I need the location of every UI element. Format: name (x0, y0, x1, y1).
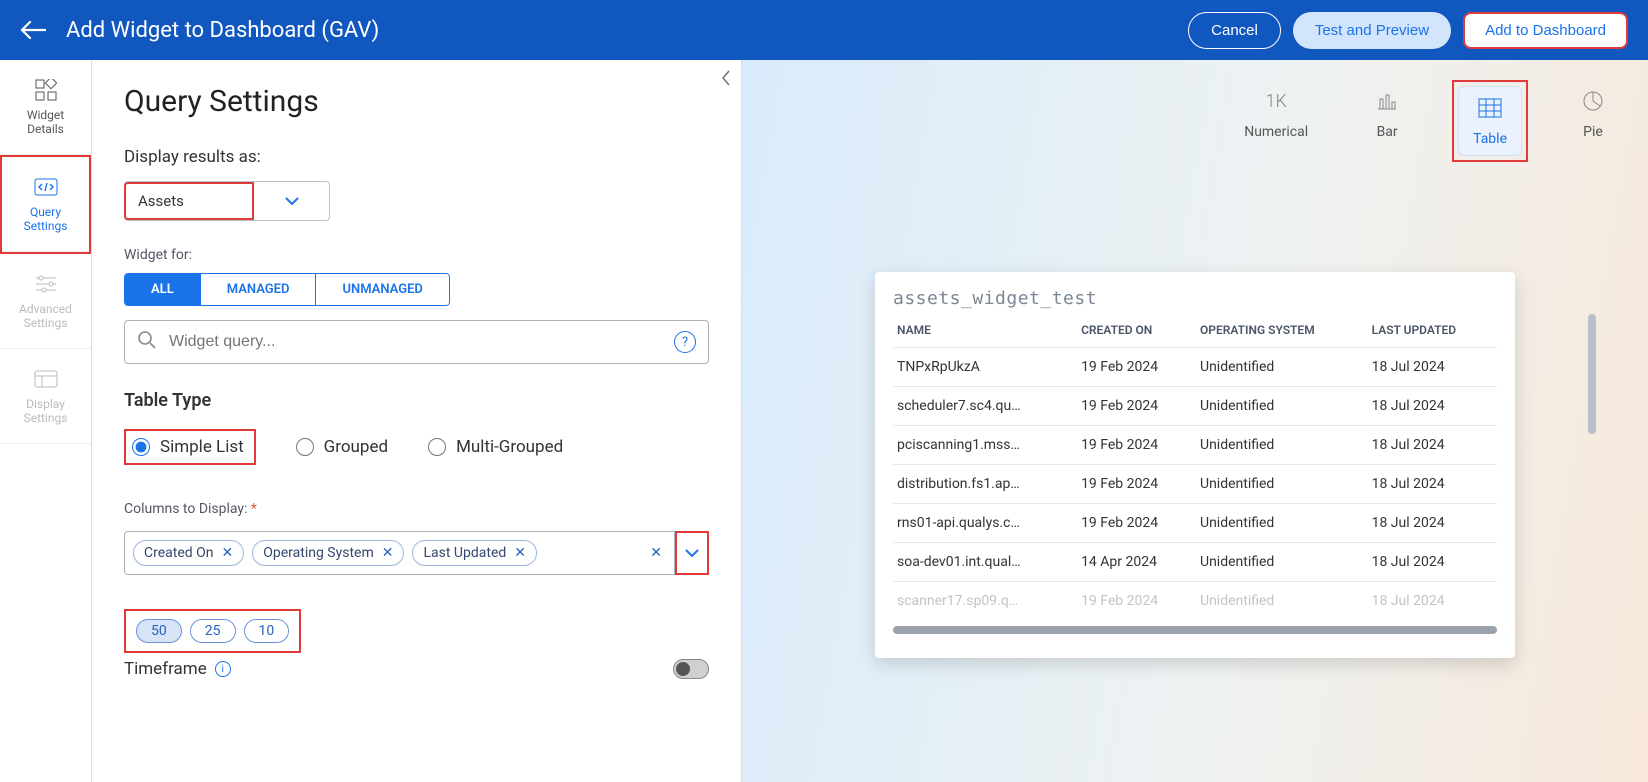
sidebar-item-widget-details[interactable]: Widget Details (0, 60, 91, 155)
vis-type-table[interactable]: Table (1458, 86, 1522, 156)
preview-panel: 1K Numerical Bar Table (742, 60, 1648, 782)
chip-created-on[interactable]: Created On✕ (133, 540, 244, 566)
page-title: Add Widget to Dashboard (GAV) (66, 18, 1188, 43)
table-type-label: Table Type (124, 390, 709, 411)
vis-type-bar[interactable]: Bar (1360, 80, 1414, 148)
segment-managed[interactable]: MANAGED (201, 274, 317, 305)
columns-dropdown-toggle[interactable] (675, 531, 709, 575)
timeframe-label: Timeframe (124, 659, 207, 679)
widget-query-input[interactable] (169, 333, 662, 351)
cancel-button[interactable]: Cancel (1188, 12, 1281, 49)
back-icon[interactable] (20, 16, 48, 44)
sidebar: Widget Details Query Settings Advanced S… (0, 60, 92, 782)
display-results-value: Assets (124, 182, 254, 220)
page-size-group: 50 25 10 (124, 609, 301, 653)
sidebar-item-display-settings[interactable]: Display Settings (0, 349, 91, 444)
col-name[interactable]: NAME (893, 317, 1077, 348)
page-size-25[interactable]: 25 (190, 619, 236, 643)
columns-field: Created On✕ Operating System✕ Last Updat… (124, 531, 709, 575)
preview-card: assets_widget_test NAME CREATED ON OPERA… (875, 272, 1515, 658)
vertical-scrollbar[interactable] (1588, 314, 1596, 569)
add-to-dashboard-button[interactable]: Add to Dashboard (1463, 12, 1628, 49)
table-row[interactable]: TNPxRpUkzA19 Feb 2024Unidentified18 Jul … (893, 348, 1497, 387)
radio-simple-list[interactable]: Simple List (132, 437, 244, 457)
header: Add Widget to Dashboard (GAV) Cancel Tes… (0, 0, 1648, 60)
display-results-select[interactable]: Assets (124, 181, 330, 221)
horizontal-scrollbar[interactable] (893, 626, 1497, 634)
widget-for-segment: ALL MANAGED UNMANAGED (124, 273, 450, 306)
preview-widget-title: assets_widget_test (893, 288, 1497, 309)
table-row[interactable]: pciscanning1.mss…19 Feb 2024Unidentified… (893, 426, 1497, 465)
chip-operating-system[interactable]: Operating System✕ (252, 540, 404, 566)
sidebar-item-advanced-settings[interactable]: Advanced Settings (0, 254, 91, 349)
test-preview-button[interactable]: Test and Preview (1293, 12, 1451, 49)
timeframe-toggle[interactable] (673, 659, 709, 679)
visualization-types: 1K Numerical Bar Table (770, 80, 1620, 162)
header-buttons: Cancel Test and Preview Add to Dashboard (1188, 12, 1628, 49)
segment-all[interactable]: ALL (125, 274, 201, 305)
numerical-icon: 1K (1263, 88, 1289, 114)
widgets-icon (34, 78, 58, 102)
chip-last-updated[interactable]: Last Updated✕ (412, 540, 537, 566)
radio-grouped[interactable]: Grouped (296, 437, 388, 457)
table-row[interactable]: rns01-api.qualys.c…19 Feb 2024Unidentifi… (893, 504, 1497, 543)
vis-type-numerical[interactable]: 1K Numerical (1230, 80, 1322, 148)
radio-label: Grouped (324, 437, 388, 457)
help-icon[interactable]: ? (674, 331, 696, 353)
code-icon (34, 175, 58, 199)
clear-all-chips-icon[interactable]: ✕ (646, 545, 666, 561)
table-row[interactable]: soa-dev01.int.qual…14 Apr 2024Unidentifi… (893, 543, 1497, 582)
widget-for-label: Widget for: (124, 247, 709, 263)
search-icon (137, 330, 157, 354)
display-results-label: Display results as: (124, 147, 709, 167)
col-created[interactable]: CREATED ON (1077, 317, 1196, 348)
sidebar-label: Query Settings (24, 205, 68, 233)
table-row[interactable]: distribution.fs1.ap…19 Feb 2024Unidentif… (893, 465, 1497, 504)
vis-type-pie[interactable]: Pie (1566, 80, 1620, 148)
layout-icon (34, 367, 58, 391)
collapse-panel-icon[interactable] (719, 68, 733, 92)
radio-label: Multi-Grouped (456, 437, 563, 457)
radio-multi-grouped[interactable]: Multi-Grouped (428, 437, 563, 457)
segment-unmanaged[interactable]: UNMANAGED (316, 274, 448, 305)
radio-label: Simple List (160, 437, 244, 457)
panel-title: Query Settings (124, 84, 709, 119)
vis-label: Bar (1377, 124, 1398, 140)
bar-chart-icon (1374, 88, 1400, 114)
timeframe-row: Timeframe i (124, 659, 709, 679)
table-row[interactable]: scheduler7.sc4.qu…19 Feb 2024Unidentifie… (893, 387, 1497, 426)
widget-query-field[interactable]: ? (124, 320, 709, 364)
vis-label: Table (1473, 131, 1507, 147)
sidebar-label: Display Settings (24, 397, 68, 425)
pie-chart-icon (1580, 88, 1606, 114)
remove-chip-icon[interactable]: ✕ (382, 545, 394, 561)
chevron-down-icon[interactable] (254, 196, 329, 206)
table-icon (1477, 95, 1503, 121)
col-updated[interactable]: LAST UPDATED (1368, 317, 1497, 348)
sidebar-label: Advanced Settings (19, 302, 72, 330)
table-row[interactable]: scanner17.sp09.q…19 Feb 2024Unidentified… (893, 582, 1497, 621)
preview-table: NAME CREATED ON OPERATING SYSTEM LAST UP… (893, 317, 1497, 620)
vis-label: Numerical (1244, 124, 1308, 140)
page-size-10[interactable]: 10 (244, 619, 290, 643)
remove-chip-icon[interactable]: ✕ (514, 545, 526, 561)
sidebar-item-query-settings[interactable]: Query Settings (2, 157, 89, 252)
sidebar-label: Widget Details (27, 108, 64, 136)
sliders-icon (34, 272, 58, 296)
info-icon[interactable]: i (215, 661, 231, 677)
col-os[interactable]: OPERATING SYSTEM (1196, 317, 1368, 348)
columns-to-display-label: Columns to Display: * (124, 501, 709, 517)
vis-label: Pie (1583, 124, 1603, 140)
remove-chip-icon[interactable]: ✕ (222, 545, 234, 561)
page-size-50[interactable]: 50 (136, 619, 182, 643)
settings-panel: Query Settings Display results as: Asset… (92, 60, 742, 782)
columns-chip-container[interactable]: Created On✕ Operating System✕ Last Updat… (124, 531, 675, 575)
